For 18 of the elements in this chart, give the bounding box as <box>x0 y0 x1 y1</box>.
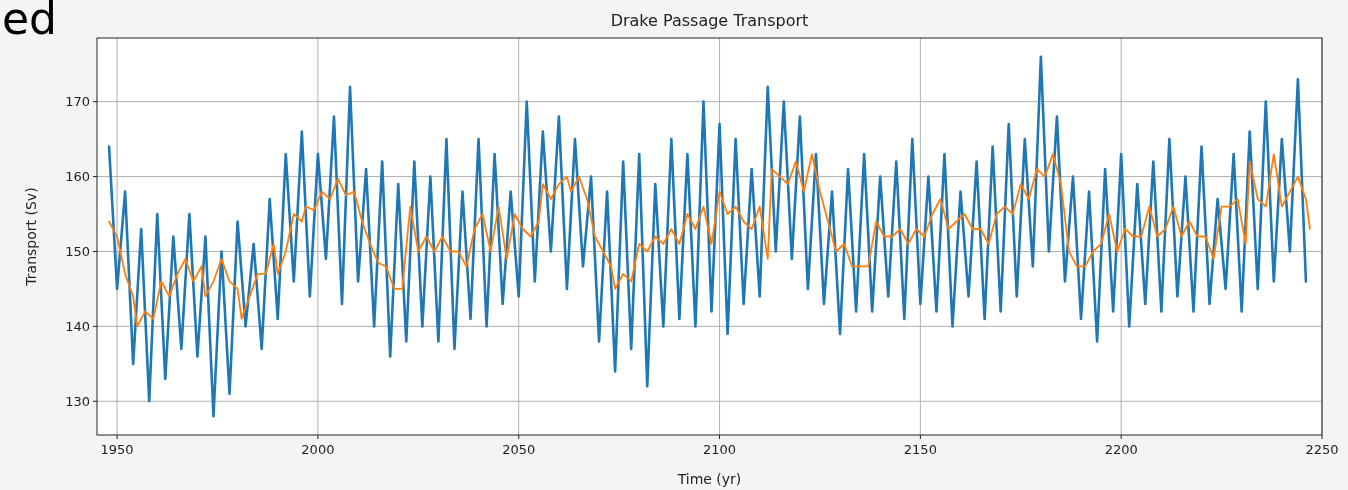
y-tick-label: 150 <box>65 244 90 260</box>
y-tick-label: 160 <box>65 169 90 185</box>
x-tick-label: 2000 <box>301 442 335 457</box>
line-series <box>108 153 1311 328</box>
x-tick-label: 2250 <box>1305 442 1339 457</box>
chart-title: Drake Passage Transport <box>610 11 809 30</box>
x-axis-title: Time (yr) <box>676 471 742 487</box>
x-tick-label: 2100 <box>702 442 737 457</box>
line-series <box>107 55 1308 418</box>
y-axis-title: Transport (Sv) <box>23 187 39 287</box>
text: ed <box>2 0 57 44</box>
x-tick-label: 2150 <box>903 442 937 457</box>
y-tick-label: 130 <box>65 393 90 409</box>
x-tick-label: 2050 <box>502 442 536 457</box>
y-tick-label: 140 <box>65 318 90 334</box>
y-tick-label: 170 <box>65 94 90 110</box>
x-tick-label: 1950 <box>100 442 134 457</box>
x-tick-label: 2200 <box>1104 442 1138 457</box>
